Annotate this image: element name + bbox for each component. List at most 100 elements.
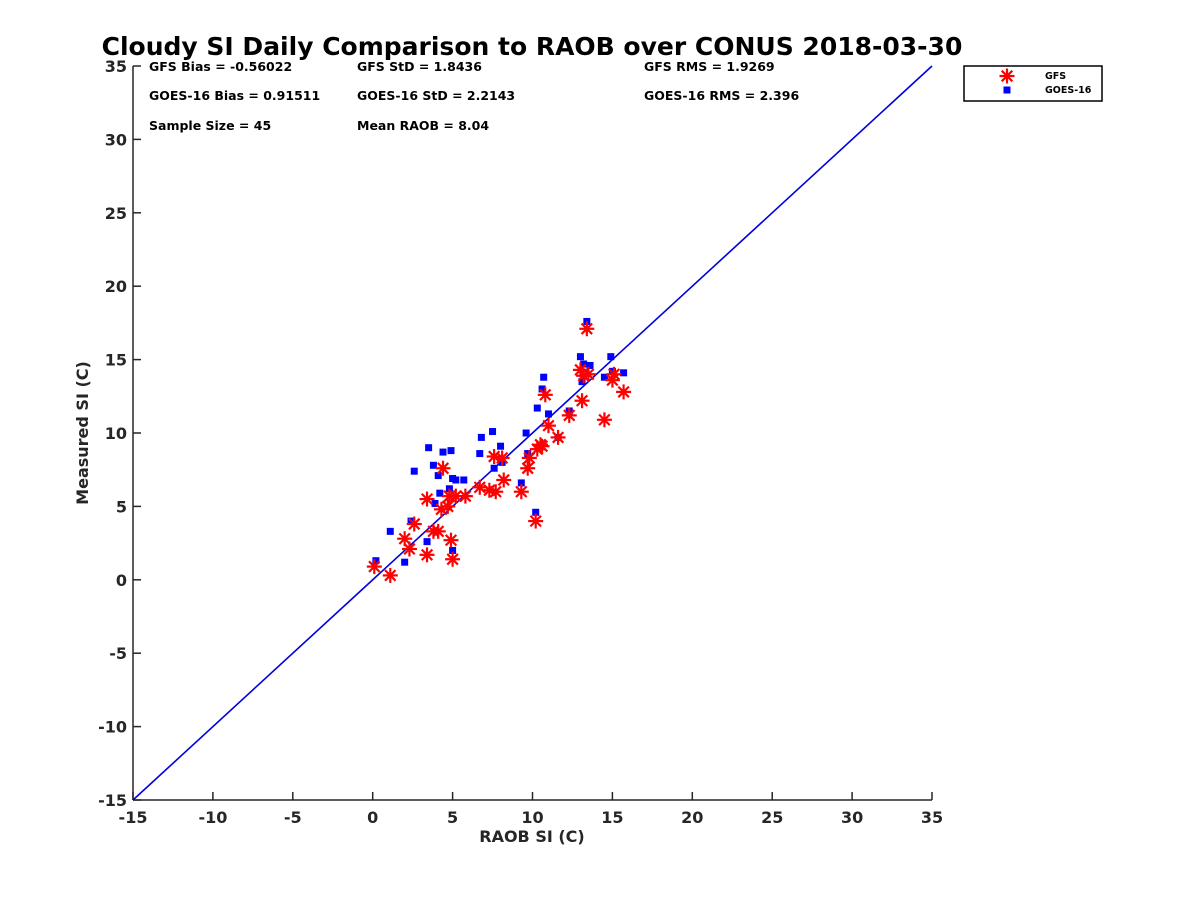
- stat-text: Sample Size = 45: [149, 118, 271, 133]
- goes16-point: [476, 450, 484, 458]
- goes16-point: [620, 369, 628, 377]
- gfs-point: [534, 438, 550, 454]
- gfs-point: [579, 321, 595, 337]
- gfs-point: [494, 450, 510, 466]
- gfs-point: [561, 407, 577, 423]
- goes16-point: [490, 464, 498, 472]
- goes16-legend-square: [1003, 86, 1011, 94]
- goes16-point: [436, 489, 444, 497]
- goes16-point: [497, 442, 505, 450]
- gfs-point: [443, 532, 459, 548]
- stat-text: GOES-16 RMS = 2.396: [644, 88, 799, 103]
- goes16-point: [533, 404, 541, 412]
- stat-text: Mean RAOB = 8.04: [357, 118, 489, 133]
- goes16-point: [576, 353, 584, 361]
- one-to-one-line: [132, 65, 933, 801]
- gfs-point: [457, 488, 473, 504]
- gfs-legend-asterisk: [999, 68, 1015, 84]
- x-tick-label: 15: [601, 808, 623, 827]
- gfs-point: [596, 412, 612, 428]
- goes16-point: [401, 558, 409, 566]
- gfs-point: [528, 513, 544, 529]
- stat-text: GOES-16 StD = 2.2143: [357, 88, 515, 103]
- goes16-point: [431, 499, 439, 507]
- gfs-point: [440, 498, 456, 514]
- goes16-point: [489, 428, 497, 436]
- chart-title: Cloudy SI Daily Comparison to RAOB over …: [102, 32, 963, 61]
- goes16-point: [439, 448, 447, 456]
- y-tick-label: 35: [105, 57, 127, 76]
- goes16-point: [477, 433, 485, 441]
- gfs-point: [430, 523, 446, 539]
- goes16-point: [425, 444, 433, 452]
- legend-label-gfs: GFS: [1045, 71, 1066, 82]
- stat-text: GOES-16 Bias = 0.91511: [149, 88, 320, 103]
- x-axis-label: RAOB SI (C): [479, 827, 584, 846]
- gfs-point: [488, 484, 504, 500]
- gfs-point: [540, 418, 556, 434]
- y-tick-label: 5: [116, 497, 127, 516]
- gfs-point: [550, 429, 566, 445]
- y-tick-label: -5: [109, 644, 127, 663]
- x-tick-label: 10: [521, 808, 543, 827]
- x-tick-label: 35: [921, 808, 943, 827]
- goes16-point: [544, 410, 552, 418]
- gfs-point: [537, 387, 553, 403]
- gfs-point: [382, 567, 398, 583]
- x-tick-label: 5: [447, 808, 458, 827]
- gfs-point: [513, 484, 529, 500]
- x-tick-label: -5: [284, 808, 302, 827]
- reference-line-layer: [132, 65, 933, 801]
- gfs-point: [445, 551, 461, 567]
- x-tick-label: 20: [681, 808, 703, 827]
- x-tick-label: 30: [841, 808, 863, 827]
- stat-text: GFS Bias = -0.56022: [149, 59, 292, 74]
- y-tick-label: 30: [105, 130, 127, 149]
- goes16-point: [423, 538, 431, 546]
- gfs-point: [406, 516, 422, 532]
- legend-marker-goes16: [1003, 86, 1011, 94]
- legend: GFS GOES-16: [963, 65, 1103, 102]
- goes16-point: [524, 450, 532, 458]
- goes16-point: [449, 546, 457, 554]
- y-tick-label: 0: [116, 571, 127, 590]
- goes16-point: [429, 461, 437, 469]
- gfs-point: [580, 366, 596, 382]
- x-tick-label: 25: [761, 808, 783, 827]
- gfs-point: [616, 384, 632, 400]
- legend-marker-gfs: [999, 68, 1015, 84]
- goes16-point: [452, 476, 460, 484]
- gfs-point: [574, 393, 590, 409]
- y-tick-label: 20: [105, 277, 127, 296]
- goes16-point: [517, 479, 525, 487]
- goes16-point: [372, 557, 380, 565]
- x-tick-label: -10: [198, 808, 227, 827]
- y-tick-label: 10: [105, 424, 127, 443]
- axes: -15 -10 -5 0 5 10 15 20 25 30 35 -15 -10 -5 0 5 10 15 20 25…: [98, 57, 943, 827]
- y-axis-label: Measured SI (C): [73, 361, 92, 505]
- goes16-point: [578, 378, 586, 386]
- gfs-point: [520, 460, 536, 476]
- goes16-point: [532, 508, 540, 516]
- goes16-point: [386, 527, 394, 535]
- goes16-point: [460, 476, 468, 484]
- stat-text: GFS StD = 1.8436: [357, 59, 482, 74]
- y-tick-label: -15: [98, 791, 127, 810]
- stat-text: GFS RMS = 1.9269: [644, 59, 775, 74]
- goes16-point: [540, 373, 548, 381]
- statistics-annotations: GFS Bias = -0.56022 GFS StD = 1.8436 GFS R…: [149, 59, 799, 133]
- gfs-point: [419, 547, 435, 563]
- x-tick-label: 0: [367, 808, 378, 827]
- gfs-point: [435, 460, 451, 476]
- goes16-point: [434, 472, 442, 480]
- goes16-point: [607, 353, 615, 361]
- y-tick-label: 25: [105, 204, 127, 223]
- goes16-point: [586, 361, 594, 369]
- goes16-point: [447, 447, 455, 455]
- gfs-point: [419, 491, 435, 507]
- y-tick-label: -10: [98, 718, 127, 737]
- gfs-point: [397, 531, 413, 547]
- legend-box: [963, 65, 1103, 102]
